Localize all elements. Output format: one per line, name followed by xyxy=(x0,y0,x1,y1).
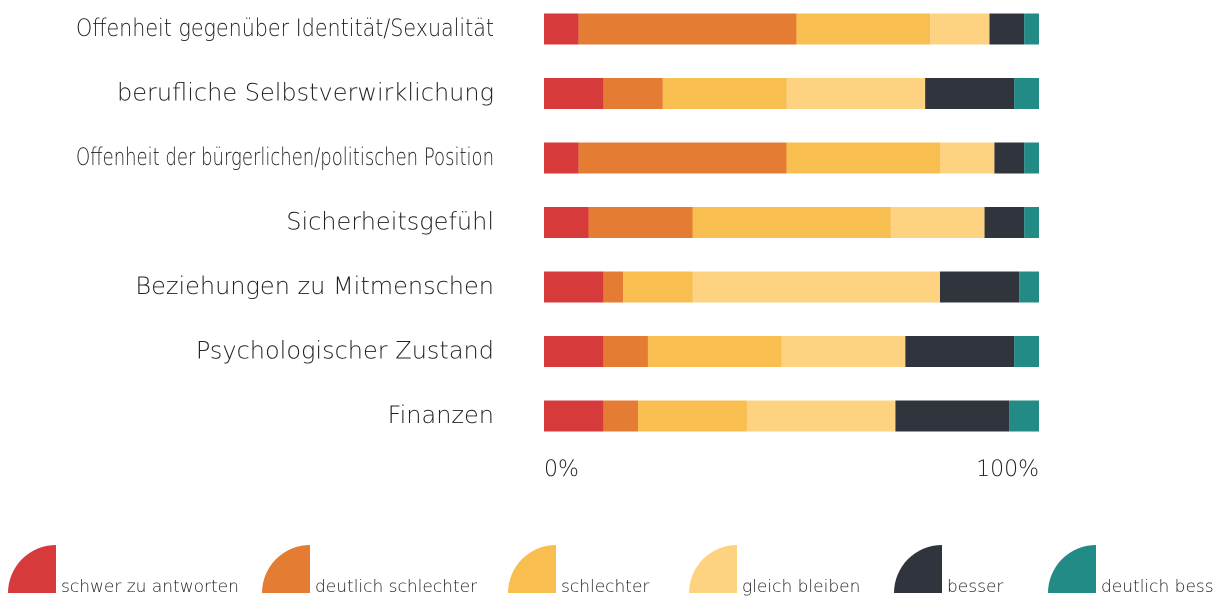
bar-segment xyxy=(692,207,891,238)
bar-segment xyxy=(895,400,1010,432)
bar-segment xyxy=(544,207,589,238)
category-label: Psychologischer Zustand xyxy=(196,337,494,365)
category-label: Beziehungen zu Mitmenschen xyxy=(135,272,494,300)
category-label: Offenheit der bürgerlichen/politischen P… xyxy=(76,143,494,171)
bar-segment xyxy=(578,142,787,174)
legend-label: gleich bleiben xyxy=(742,577,860,597)
bar-segment xyxy=(786,142,940,174)
legend-label: schlechter xyxy=(561,577,649,597)
category-label: berufliche Selbstverwirklichung xyxy=(117,79,494,107)
bar-segment xyxy=(1024,207,1039,238)
legend-icon xyxy=(894,545,942,593)
bar-segment xyxy=(746,400,896,432)
legend-icon xyxy=(8,545,56,593)
legend-icon xyxy=(689,545,737,593)
bar-segment xyxy=(603,271,624,303)
bar-segment xyxy=(1024,13,1039,45)
bar-segment xyxy=(623,271,693,303)
x-tick-label: 0% xyxy=(544,457,579,482)
bar-segment xyxy=(781,336,906,367)
bar-segment xyxy=(1019,271,1039,303)
bar-segment xyxy=(930,13,990,45)
bar-segment xyxy=(544,336,604,367)
bar-segment xyxy=(544,142,579,174)
bar-segment xyxy=(905,336,1015,367)
bar-segment xyxy=(603,78,663,109)
bar-segment xyxy=(638,400,747,432)
legend-label: schwer zu antworten xyxy=(61,577,239,597)
category-label: Sicherheitsgefühl xyxy=(286,208,494,236)
bar-segment xyxy=(786,78,926,109)
bar-segment xyxy=(603,400,639,432)
legend-label: besser xyxy=(947,577,1003,597)
bar-segment xyxy=(603,336,648,367)
legend-icon xyxy=(1048,545,1096,593)
bar-segment xyxy=(1009,400,1039,432)
bar-segment xyxy=(647,336,782,367)
bar-segment xyxy=(544,271,604,303)
category-label: Finanzen xyxy=(388,401,494,429)
bar-segment xyxy=(1014,78,1039,109)
bar-segment xyxy=(544,13,579,45)
bar-segment xyxy=(588,207,693,238)
bar-segment xyxy=(984,207,1025,238)
x-tick-label: 100% xyxy=(976,457,1039,482)
legend-label: deutlich besser xyxy=(1101,577,1214,597)
bar-segment xyxy=(692,271,940,303)
bar-segment xyxy=(890,207,985,238)
category-label: Offenheit gegenüber Identität/Sexualität xyxy=(76,14,494,42)
bar-segment xyxy=(796,13,931,45)
legend-label: deutlich schlechter xyxy=(315,577,477,597)
bar-segment xyxy=(940,142,995,174)
bar-segment xyxy=(662,78,787,109)
bar-segment xyxy=(544,400,604,432)
bar-segment xyxy=(578,13,797,45)
bar-segment xyxy=(1024,142,1039,174)
bar-segment xyxy=(994,142,1025,174)
bar-segment xyxy=(989,13,1025,45)
bar-segment xyxy=(940,271,1020,303)
bar-segment xyxy=(925,78,1015,109)
legend-icon xyxy=(262,545,310,593)
legend-icon xyxy=(508,545,556,593)
bar-segment xyxy=(1014,336,1039,367)
bar-segment xyxy=(544,78,604,109)
